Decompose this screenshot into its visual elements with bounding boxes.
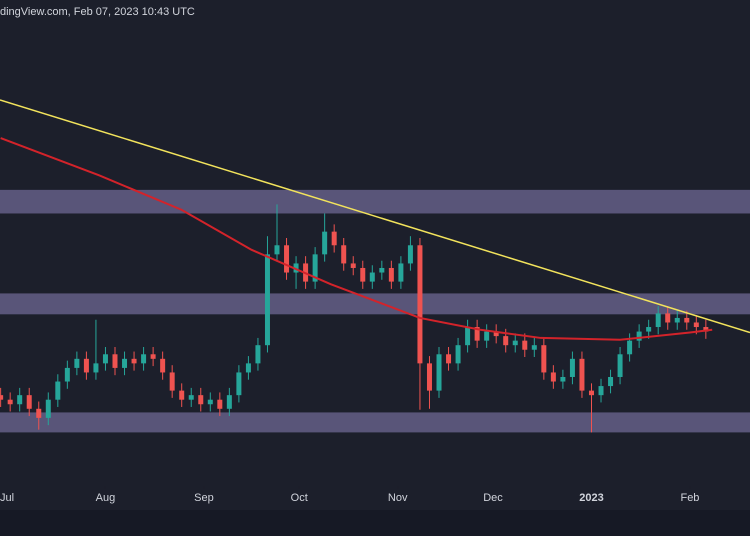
candle-body: [446, 354, 452, 364]
candle-body: [131, 358, 137, 364]
x-tick-label: Sep: [194, 492, 214, 504]
candle-body: [503, 336, 509, 346]
candle-body: [74, 358, 80, 368]
candle-body: [693, 322, 699, 328]
candle-body: [674, 317, 680, 323]
candle-body: [350, 263, 356, 268]
candle-body: [312, 254, 318, 282]
candle-body: [322, 231, 328, 255]
candle-body: [369, 272, 375, 282]
candle-body: [198, 395, 204, 405]
candle-body: [0, 395, 4, 400]
moving-average-line: [0, 137, 713, 341]
candle-body: [112, 354, 118, 368]
candle-body: [455, 345, 461, 364]
candle-body: [522, 340, 528, 350]
candle-body: [417, 245, 423, 364]
candle-body: [17, 395, 23, 405]
candle-body: [141, 354, 147, 364]
x-tick-label: Nov: [388, 492, 408, 504]
candle-body: [512, 340, 518, 346]
candle-body: [255, 345, 261, 364]
candle-body: [550, 372, 556, 382]
candle-body: [388, 267, 394, 282]
candle-body: [26, 395, 32, 409]
candle-body: [541, 345, 547, 373]
candle-body: [217, 399, 223, 409]
candle-body: [655, 313, 661, 328]
candle-body: [264, 254, 270, 346]
candle-body: [331, 231, 337, 246]
candle-body: [169, 372, 175, 391]
candle-body: [598, 386, 604, 396]
candle-body: [207, 399, 213, 405]
footer-strip: [0, 510, 750, 536]
candle-body: [45, 399, 51, 418]
x-tick-label: Dec: [483, 492, 503, 504]
x-tick-label: Jul: [0, 492, 14, 504]
candle-body: [646, 327, 652, 332]
candle-body: [236, 372, 242, 396]
plot: Jul Aug Sep Oct Nov Dec 2023 Feb: [0, 99, 750, 504]
candle-body: [484, 331, 490, 341]
candle-body: [588, 390, 594, 396]
candle-body: [64, 367, 70, 382]
candle-body: [188, 395, 194, 400]
candle-body: [703, 327, 709, 332]
candle-body: [617, 354, 623, 377]
candle-body: [7, 399, 13, 405]
candle-body: [436, 354, 442, 391]
candle-body: [493, 331, 499, 337]
candle-body: [560, 376, 566, 382]
candle-body: [665, 313, 671, 323]
candle-body: [93, 363, 99, 373]
candle-body: [579, 358, 585, 391]
candle-body: [684, 317, 690, 323]
zone: [0, 412, 750, 433]
candle-body: [293, 263, 299, 273]
candle-body: [627, 340, 633, 355]
candle-body: [274, 245, 280, 255]
candle-body: [636, 331, 642, 341]
x-tick-label: 2023: [579, 492, 603, 504]
candle-body: [83, 358, 89, 373]
candle-body: [426, 363, 432, 391]
candle-body: [36, 408, 42, 418]
x-tick-label: Oct: [291, 492, 308, 504]
header-text: dingView.com, Feb 07, 2023 10:43 UTC: [0, 6, 195, 18]
zone: [0, 293, 750, 315]
candle-body: [474, 327, 480, 341]
candle-body: [160, 358, 166, 373]
candle-body: [569, 358, 575, 377]
candle-body: [407, 245, 413, 264]
candle-body: [608, 376, 614, 387]
candle-body: [398, 263, 404, 282]
x-tick-label: Feb: [680, 492, 699, 504]
x-tick-label: Aug: [96, 492, 116, 504]
candle-body: [284, 245, 290, 273]
candle-body: [531, 345, 537, 350]
candle-body: [179, 390, 185, 400]
candle-body: [465, 327, 471, 346]
candle-body: [379, 267, 385, 273]
trend-line: [0, 99, 750, 334]
candle-body: [360, 267, 366, 282]
candle-body: [245, 363, 251, 373]
candle-body: [102, 354, 108, 364]
candle-body: [150, 354, 156, 359]
candle-body: [122, 358, 128, 368]
zone: [0, 189, 750, 214]
candle-body: [341, 245, 347, 264]
candle-body: [226, 395, 232, 409]
candle-body: [55, 381, 61, 400]
